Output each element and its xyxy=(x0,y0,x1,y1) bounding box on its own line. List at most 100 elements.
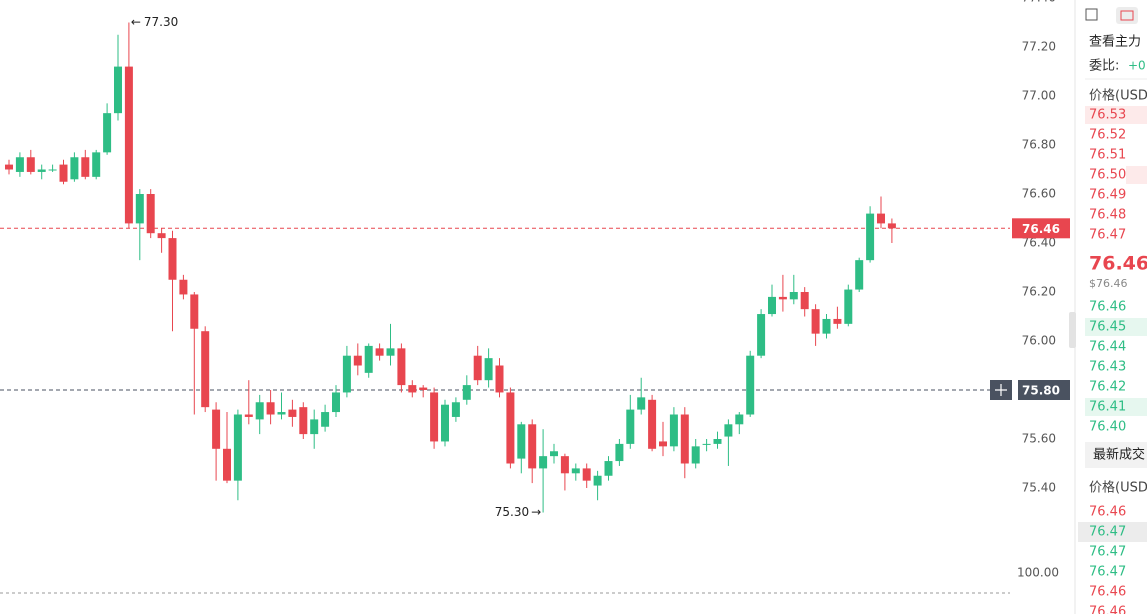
candle-body xyxy=(724,424,733,437)
candle-body xyxy=(310,419,319,435)
candle-body xyxy=(550,451,558,457)
candle-body xyxy=(70,157,79,180)
trades-tab[interactable] xyxy=(1085,442,1147,468)
candle-body xyxy=(157,233,166,239)
candle-body xyxy=(811,309,820,334)
y-tick-label: 76.20 xyxy=(1022,285,1056,299)
candle-body xyxy=(855,260,864,290)
candle-body xyxy=(37,169,46,172)
candle-body xyxy=(560,456,569,474)
candle-body xyxy=(386,348,395,356)
trade-price: 76.47 xyxy=(1089,525,1126,540)
candle-body xyxy=(190,294,199,329)
candle-body xyxy=(223,448,231,481)
price-tag xyxy=(1012,218,1070,239)
view-main[interactable]: 查看主力 xyxy=(1089,34,1141,50)
candle-body xyxy=(124,66,133,224)
candle-body xyxy=(517,424,526,459)
trade-highlight xyxy=(1078,522,1147,542)
layout-icon-inner xyxy=(1120,10,1134,21)
candle-body xyxy=(59,164,68,182)
candle-body xyxy=(408,385,417,393)
candle-body xyxy=(495,365,504,393)
candle-body xyxy=(114,66,122,114)
candle-body xyxy=(778,296,787,300)
annotation: 75.30 xyxy=(495,505,529,519)
candle-body xyxy=(484,358,493,381)
y-tick-label: 76.80 xyxy=(1022,138,1056,152)
candle-body xyxy=(626,409,635,444)
candle-body xyxy=(582,468,591,481)
candle-body xyxy=(866,213,875,261)
candle-body xyxy=(266,402,275,415)
y-tick-label: 76.60 xyxy=(1022,187,1056,201)
price-tag xyxy=(1018,380,1070,400)
candle-body xyxy=(691,446,700,464)
candle-body xyxy=(135,194,144,224)
candle-body xyxy=(713,439,722,444)
indicator-label: 100.00 xyxy=(1017,566,1059,580)
candle-body xyxy=(648,399,657,449)
price-header: 价格(USD xyxy=(1089,88,1147,104)
candle-body xyxy=(179,279,188,295)
candle-body xyxy=(528,424,537,469)
candle-body xyxy=(81,157,90,177)
candle-body xyxy=(26,157,35,172)
y-tick-label: 75.60 xyxy=(1022,432,1056,446)
candle-body xyxy=(255,402,264,420)
y-tick-label: 76.40 xyxy=(1022,236,1056,250)
candle-body xyxy=(201,331,210,408)
bid-price: 76.40 xyxy=(1089,420,1126,435)
ask-price: 76.47 xyxy=(1089,228,1126,243)
trades-title[interactable]: 最新成交 xyxy=(1093,447,1145,463)
candle-body xyxy=(789,292,798,300)
last-usd: $76.46 xyxy=(1089,277,1128,290)
candle-body xyxy=(168,238,177,280)
candle-body xyxy=(604,461,613,476)
trade-price: 76.47 xyxy=(1089,545,1126,560)
candle-body xyxy=(364,345,373,373)
add-alert-icon xyxy=(995,384,1007,396)
annotation-arrow: ← xyxy=(131,15,141,29)
candle-body xyxy=(277,412,286,415)
ask-price: 76.48 xyxy=(1089,208,1126,223)
candle-body xyxy=(375,348,384,356)
candle-body xyxy=(462,385,471,400)
candle-body xyxy=(833,318,842,324)
price-tag-label: 76.46 xyxy=(1022,222,1060,236)
candle-body xyxy=(419,387,428,390)
layout-icon[interactable] xyxy=(1116,7,1138,24)
ask-price: 76.51 xyxy=(1089,148,1126,163)
bid-price: 76.46 xyxy=(1089,300,1126,315)
candle-body xyxy=(680,414,689,464)
candle-body xyxy=(800,292,809,310)
candle-body xyxy=(768,296,776,315)
candle-body xyxy=(321,412,330,427)
candle-body xyxy=(430,392,439,442)
candle-body xyxy=(48,169,57,171)
candle-body xyxy=(441,404,449,442)
candle-body xyxy=(637,397,646,410)
ask-price: 76.49 xyxy=(1089,188,1126,203)
candle-body xyxy=(146,194,155,234)
candle-body xyxy=(887,223,896,229)
candle-body xyxy=(212,409,221,449)
candle-body xyxy=(669,414,678,447)
ask-price: 76.53 xyxy=(1089,108,1126,123)
candle-body xyxy=(299,407,308,435)
y-tick-label: 75.40 xyxy=(1022,481,1056,495)
bid-price: 76.45 xyxy=(1089,320,1126,335)
candle-body xyxy=(353,355,362,366)
popout-icon[interactable] xyxy=(1085,8,1098,21)
candle-body xyxy=(702,443,711,445)
y-tick-label: 76.00 xyxy=(1022,334,1056,348)
trades-header: 价格(USD xyxy=(1089,480,1147,496)
ratio-label: 委比: xyxy=(1089,59,1119,74)
bid-price: 76.43 xyxy=(1089,360,1126,375)
candle-body xyxy=(844,289,853,324)
trade-price: 76.46 xyxy=(1089,505,1126,520)
collapse-handle[interactable] xyxy=(1069,312,1076,348)
trade-price: 76.46 xyxy=(1089,585,1126,600)
candle-body xyxy=(92,152,101,177)
